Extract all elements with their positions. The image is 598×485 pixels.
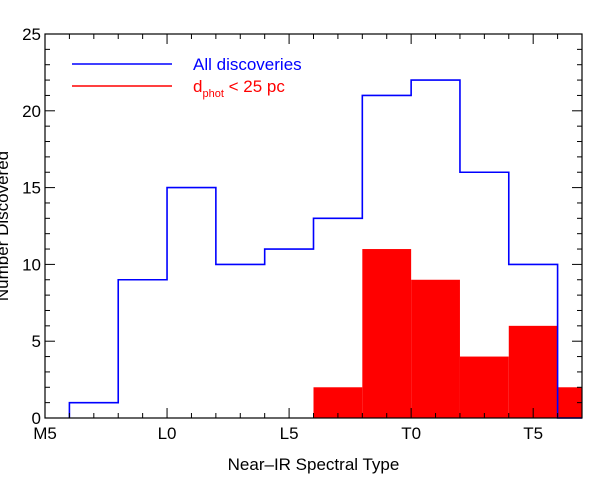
- step-series-line: [68, 79, 582, 419]
- filled-bar: [411, 279, 460, 418]
- filled-bar: [313, 387, 363, 418]
- y-tick-label: 20: [22, 102, 41, 121]
- axis-ticks: [44, 33, 583, 419]
- x-axis-title: Near–IR Spectral Type: [228, 455, 400, 474]
- legend-label-nearby: dphot < 25 pc: [193, 77, 285, 100]
- legend-label-subscript: phot: [202, 88, 223, 100]
- legend-label-main: d: [193, 77, 202, 96]
- x-tick-label: T0: [401, 424, 421, 443]
- legend-label-rest: < 25 pc: [224, 77, 285, 96]
- y-tick-label: 10: [22, 255, 41, 274]
- y-tick-label: 15: [22, 179, 41, 198]
- legend: All discoveries dphot < 25 pc: [72, 55, 302, 100]
- x-tick-label: M5: [33, 424, 57, 443]
- legend-label-all-discoveries: All discoveries: [193, 55, 302, 74]
- filled-series-group: [313, 249, 582, 418]
- y-axis-title: Number Discovered: [0, 151, 12, 301]
- y-tick-label: 0: [32, 409, 41, 428]
- y-tick-label: 25: [22, 25, 41, 44]
- filled-bar: [362, 249, 412, 418]
- tick-labels: M5 L0 L5 T0 T5 0 5 10 15 20 25: [22, 25, 543, 443]
- x-tick-label: L0: [158, 424, 177, 443]
- step-series-group: [68, 79, 582, 419]
- x-tick-label: T5: [523, 424, 543, 443]
- filled-bar: [459, 356, 509, 418]
- y-tick-label: 5: [32, 332, 41, 351]
- filled-bar: [508, 325, 558, 418]
- x-tick-label: L5: [280, 424, 299, 443]
